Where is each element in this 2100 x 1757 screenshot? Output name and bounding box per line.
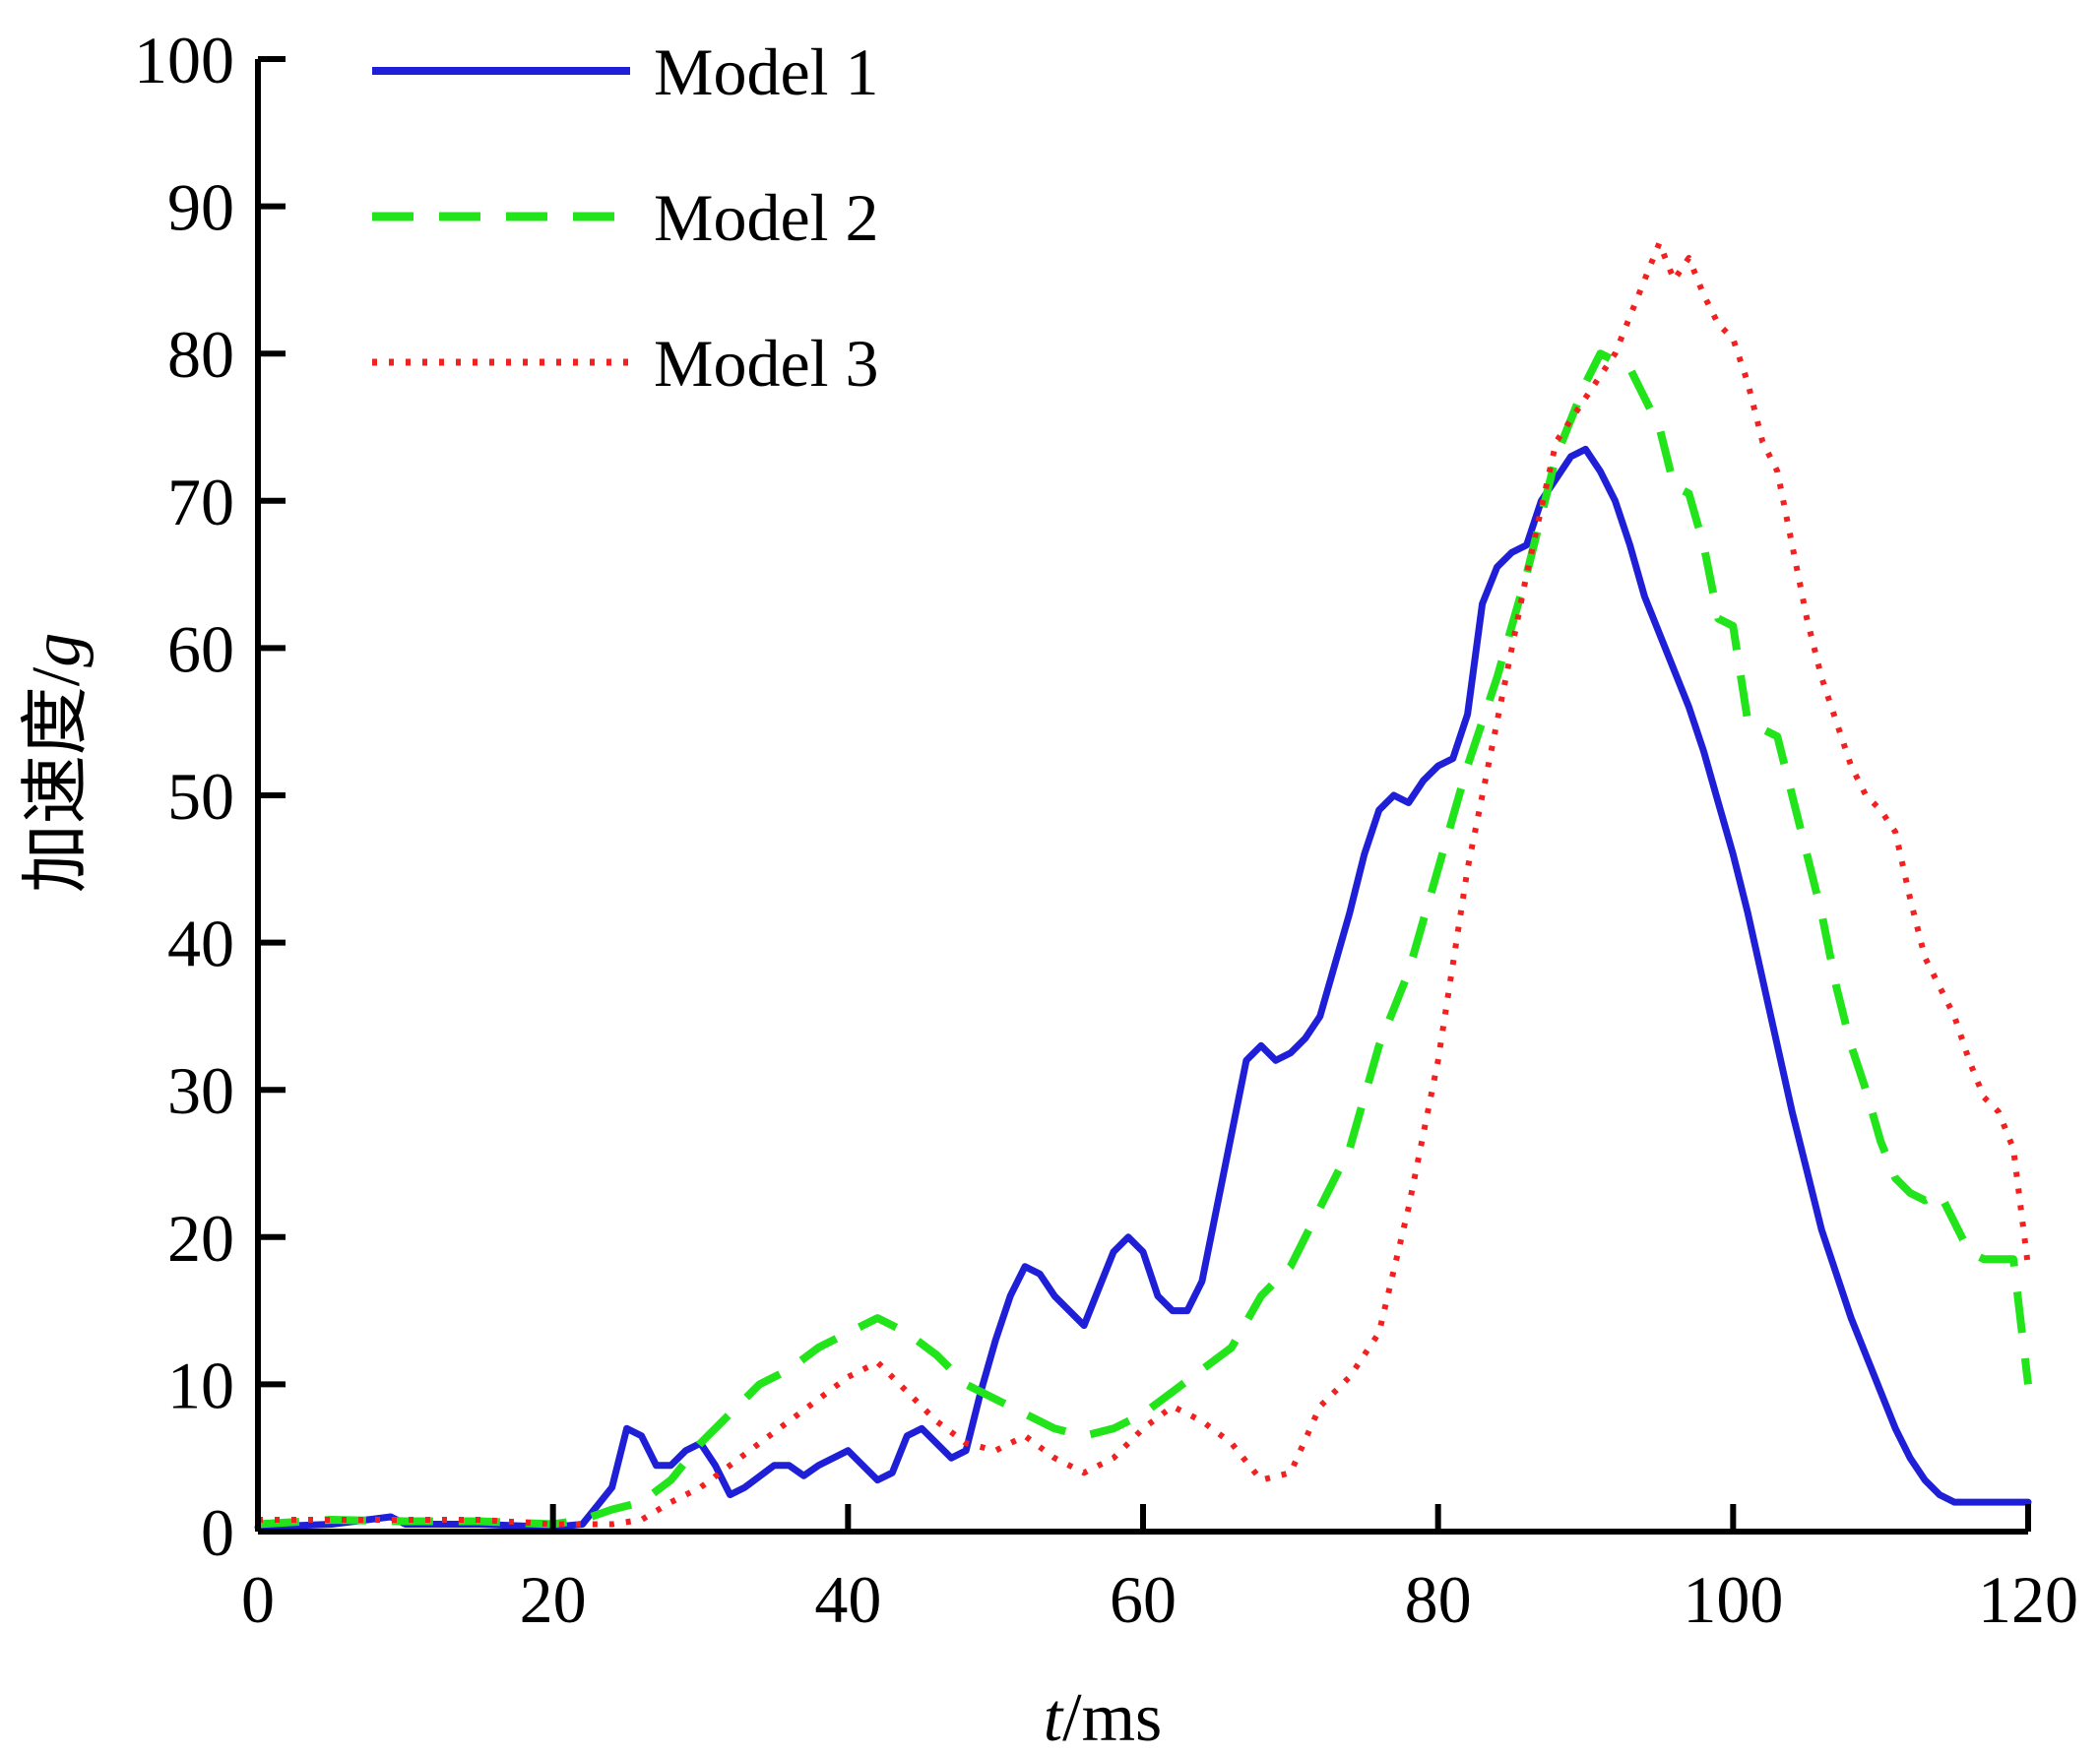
series-line-model-3 xyxy=(258,240,2031,1528)
y-tick-label: 30 xyxy=(167,1053,234,1128)
ticks-layer: 0 10 20 30 40 50 60 70 80 90 100 0 20 40 60 80 100 120 xyxy=(134,23,2078,1637)
y-tick-label: 70 xyxy=(167,465,234,539)
legend: Model 1 Model 2 Model 3 xyxy=(372,34,879,401)
y-axis-label-italic: g xyxy=(19,633,95,667)
series-layer xyxy=(254,240,2032,1531)
x-tick-label: 20 xyxy=(520,1562,587,1637)
legend-label-model-2: Model 2 xyxy=(654,180,879,255)
x-tick-label: 100 xyxy=(1683,1562,1783,1637)
y-tick-label: 60 xyxy=(167,611,234,686)
series-line-model-1 xyxy=(254,445,2032,1531)
y-axis-label: 加速度/g xyxy=(19,633,95,893)
y-tick-label: 50 xyxy=(167,759,234,834)
x-tick-label: 0 xyxy=(241,1562,275,1637)
y-tick-label: 90 xyxy=(167,170,234,245)
axes-layer xyxy=(255,59,2028,1535)
y-tick-label: 0 xyxy=(201,1495,234,1570)
x-tick-label: 80 xyxy=(1405,1562,1472,1637)
y-tick-label: 80 xyxy=(167,317,234,392)
x-axis-label: t/ms xyxy=(1044,1680,1163,1756)
legend-label-model-1: Model 1 xyxy=(654,34,879,109)
x-tick-label: 60 xyxy=(1110,1562,1177,1637)
y-tick-label: 20 xyxy=(167,1201,234,1276)
series-line-model-2 xyxy=(257,349,2032,1529)
y-tick-label: 40 xyxy=(167,907,234,981)
x-axis-label-italic: t xyxy=(1044,1680,1064,1756)
x-tick-label: 120 xyxy=(1978,1562,2078,1637)
y-tick-label: 100 xyxy=(134,23,234,97)
y-tick-label: 10 xyxy=(167,1348,234,1422)
legend-label-model-3: Model 3 xyxy=(654,326,879,401)
x-tick-label: 40 xyxy=(814,1562,881,1637)
y-axis-label-text: 加速度/ xyxy=(19,666,95,893)
x-axis-label-unit: /ms xyxy=(1062,1680,1162,1756)
